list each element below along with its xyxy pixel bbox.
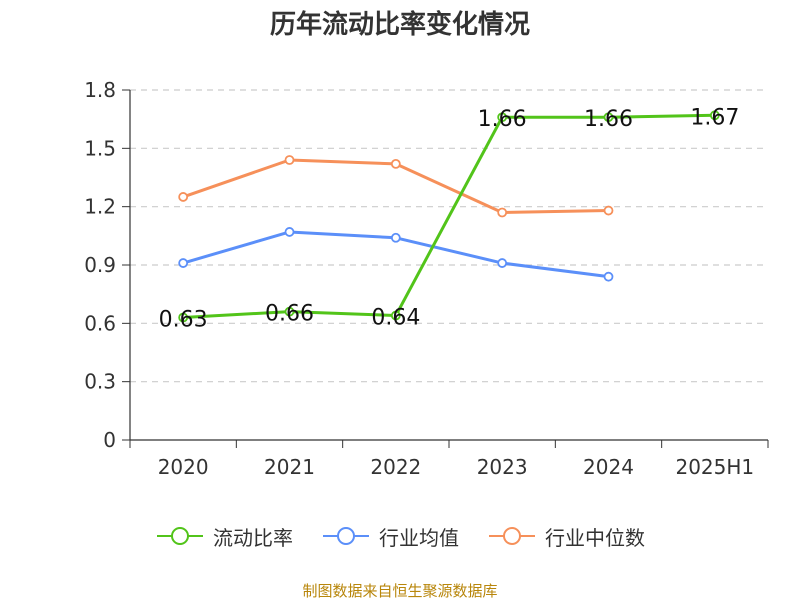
y-tick-label: 0.3	[84, 370, 116, 394]
y-tick-label: 0.6	[84, 311, 116, 335]
data-point	[603, 112, 614, 123]
axes: 0 0.3 0.6 0.9 1.2 1.5 1.8 2020 2021 2022 2023 2024 2…	[84, 78, 769, 479]
data-point	[497, 207, 508, 218]
data-point	[390, 232, 401, 243]
legend-label-current-ratio: 流动比率	[213, 525, 293, 550]
x-tick-label: 2025H1	[675, 455, 754, 479]
legend-swatch-current-ratio	[157, 527, 203, 545]
x-tick-label: 2023	[477, 455, 528, 479]
data-point	[603, 271, 614, 282]
data-point	[178, 192, 189, 202]
y-tick-label: 0.9	[84, 253, 116, 277]
y-tick-label: 0	[103, 428, 116, 452]
legend-item-industry-median[interactable]: 行业中位数	[487, 522, 645, 551]
data-point	[284, 155, 295, 165]
legend-swatch-industry-mean	[323, 527, 369, 545]
x-tick-label: 2020	[158, 455, 209, 479]
legend-label-industry-mean: 行业均值	[379, 525, 459, 550]
y-tick-label: 1.2	[84, 195, 116, 219]
data-point	[390, 158, 401, 169]
data-labels: 0.63 0.66 0.64 1.66 1.66 1.67	[159, 105, 740, 332]
series-lines	[178, 110, 720, 323]
data-point	[284, 306, 295, 317]
data-label: 1.67	[690, 105, 739, 130]
y-tick-label: 1.5	[84, 136, 116, 160]
data-label: 0.63	[159, 308, 208, 333]
data-point	[284, 227, 295, 237]
data-label: 0.66	[265, 302, 314, 327]
chart-title: 历年流动比率变化情况	[269, 10, 530, 40]
x-tick-label: 2022	[370, 455, 421, 479]
legend-label-industry-median: 行业中位数	[545, 525, 645, 550]
data-point	[709, 110, 720, 121]
legend-swatch-industry-median	[489, 527, 535, 545]
legend-item-industry-mean[interactable]: 行业均值	[321, 522, 459, 551]
data-label: 0.64	[371, 306, 420, 331]
data-label: 1.66	[584, 107, 633, 132]
data-point	[497, 112, 508, 123]
legend: 流动比率 行业均值 行业中位数	[0, 520, 800, 552]
grid-lines	[130, 89, 768, 383]
legend-item-current-ratio[interactable]: 流动比率	[155, 522, 293, 551]
source-note: 制图数据来自恒生聚源数据库	[302, 582, 498, 600]
x-tick-label: 2024	[583, 455, 634, 479]
data-point	[178, 312, 189, 323]
data-point	[178, 258, 189, 268]
data-label: 1.66	[478, 107, 527, 132]
data-point	[390, 310, 401, 321]
y-tick-label: 1.8	[84, 78, 116, 102]
data-point	[497, 258, 508, 268]
series-line-0	[183, 113, 715, 319]
data-point	[603, 205, 614, 216]
x-tick-label: 2021	[264, 455, 315, 479]
